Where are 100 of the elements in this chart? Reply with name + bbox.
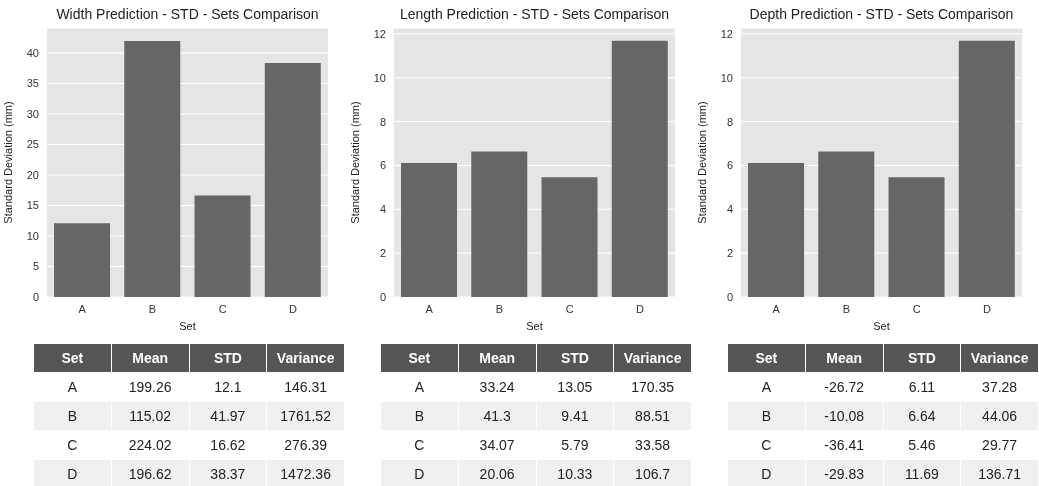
data-label: 5.79 <box>536 430 614 460</box>
y-tick-label: 4 <box>726 203 733 216</box>
y-tick-label: 30 <box>26 107 39 120</box>
category-label: A <box>380 372 459 402</box>
y-tick-label: 6 <box>726 159 733 172</box>
category-label: D <box>33 459 112 486</box>
data-label: 41.3 <box>458 401 536 431</box>
data-label: 199.26 <box>111 372 189 402</box>
y-tick-label: 0 <box>379 290 386 303</box>
y-tick-label: 12 <box>373 27 386 40</box>
category-label: C <box>727 430 806 460</box>
data-label: 224.02 <box>111 430 189 460</box>
bar <box>541 177 598 297</box>
data-label: 16.62 <box>189 430 267 460</box>
bar <box>54 223 111 297</box>
bar <box>124 40 181 297</box>
x-tick-label: C <box>565 302 574 315</box>
chart-title: Length Prediction - STD - Sets Comparison <box>398 6 671 22</box>
bar <box>401 163 458 297</box>
data-label: 1472.36 <box>266 459 345 486</box>
series-label: STD <box>536 343 614 373</box>
data-label: 41.97 <box>189 401 267 431</box>
data-label: 6.11 <box>883 372 961 402</box>
x-tick-label: A <box>425 302 434 315</box>
y-tick-label: 10 <box>720 71 733 84</box>
data-label: 13.05 <box>536 372 614 402</box>
y-tick-label: 6 <box>379 159 386 172</box>
bar <box>818 151 875 297</box>
data-label: 11.69 <box>883 459 961 486</box>
data-label: 10.33 <box>536 459 614 486</box>
data-label: 146.31 <box>266 372 345 402</box>
data-label: -10.08 <box>805 401 883 431</box>
data-label: 33.58 <box>613 430 692 460</box>
bar <box>748 163 805 297</box>
data-label: 33.24 <box>458 372 536 402</box>
category-label: B <box>33 401 112 431</box>
series-label: STD <box>883 343 961 373</box>
x-tick-label: A <box>772 302 781 315</box>
data-label: -36.41 <box>805 430 883 460</box>
y-tick-label: 0 <box>32 290 39 303</box>
bar <box>194 195 251 297</box>
y-tick-label: 25 <box>26 138 39 151</box>
data-label: 115.02 <box>111 401 189 431</box>
data-label: 5.46 <box>883 430 961 460</box>
y-tick-label: 8 <box>379 115 386 128</box>
series-label: Variance <box>266 343 345 373</box>
series-label: Mean <box>805 343 883 373</box>
data-label: -26.72 <box>805 372 883 402</box>
y-tick-label: 10 <box>26 229 39 242</box>
x-tick-label: D <box>635 302 644 315</box>
y-tick-label: 4 <box>379 203 386 216</box>
y-tick-label: 2 <box>379 247 386 260</box>
series-label: Mean <box>458 343 536 373</box>
data-label: 1761.52 <box>266 401 345 431</box>
x-axis-title: Set <box>179 320 196 332</box>
series-label: Variance <box>613 343 692 373</box>
chart-title: Width Prediction - STD - Sets Comparison <box>55 6 320 22</box>
x-tick-label: B <box>495 302 504 315</box>
category-label: D <box>380 459 459 486</box>
data-label: 12.1 <box>189 372 267 402</box>
data-label: 170.35 <box>613 372 692 402</box>
x-tick-label: B <box>148 302 157 315</box>
text: Set <box>380 343 459 373</box>
text: Set <box>33 343 112 373</box>
series-label: STD <box>189 343 267 373</box>
category-label: B <box>727 401 806 431</box>
x-tick-label: D <box>288 302 297 315</box>
y-tick-label: 2 <box>726 247 733 260</box>
data-label: 88.51 <box>613 401 692 431</box>
series-label: Variance <box>960 343 1039 373</box>
chart-title: Depth Prediction - STD - Sets Comparison <box>748 6 1015 22</box>
data-label: 44.06 <box>960 401 1039 431</box>
y-tick-label: 15 <box>26 199 39 212</box>
bar <box>264 62 321 297</box>
category-label: D <box>727 459 806 486</box>
y-tick-label: 20 <box>26 168 39 181</box>
text: Set <box>727 343 806 373</box>
y-tick-label: 8 <box>726 115 733 128</box>
data-label: 196.62 <box>111 459 189 486</box>
y-tick-label: 12 <box>720 27 733 40</box>
data-label: 34.07 <box>458 430 536 460</box>
bar <box>471 151 528 297</box>
y-axis-title: Standard Deviation (mm) <box>695 101 708 224</box>
data-label: 20.06 <box>458 459 536 486</box>
y-tick-label: 10 <box>373 71 386 84</box>
data-label: 37.28 <box>960 372 1039 402</box>
y-tick-label: 5 <box>32 260 39 273</box>
data-label: 29.77 <box>960 430 1039 460</box>
category-label: B <box>380 401 459 431</box>
x-tick-label: B <box>842 302 851 315</box>
data-label: 106.7 <box>613 459 692 486</box>
y-axis-title: Standard Deviation (mm) <box>1 101 14 224</box>
y-tick-label: 0 <box>726 290 733 303</box>
data-label: 136.71 <box>960 459 1039 486</box>
bar <box>888 177 945 297</box>
data-label: 276.39 <box>266 430 345 460</box>
category-label: C <box>33 430 112 460</box>
x-tick-label: D <box>982 302 991 315</box>
y-axis-title: Standard Deviation (mm) <box>348 101 361 224</box>
bar <box>958 40 1015 297</box>
